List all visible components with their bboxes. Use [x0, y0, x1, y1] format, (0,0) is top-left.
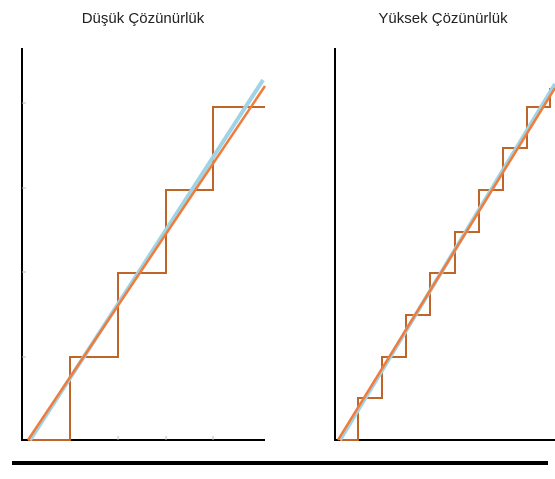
high-res-panel — [334, 48, 555, 442]
panel-title: Yüksek Çözünürlük — [378, 10, 508, 27]
signal-line — [336, 87, 555, 441]
axis-ticks — [22, 102, 214, 440]
panel-title: Düşük Çözünürlük — [82, 10, 205, 27]
staircase — [28, 106, 265, 441]
low-res-panel — [21, 48, 267, 442]
signal-line — [26, 85, 267, 441]
staircase — [340, 88, 551, 441]
